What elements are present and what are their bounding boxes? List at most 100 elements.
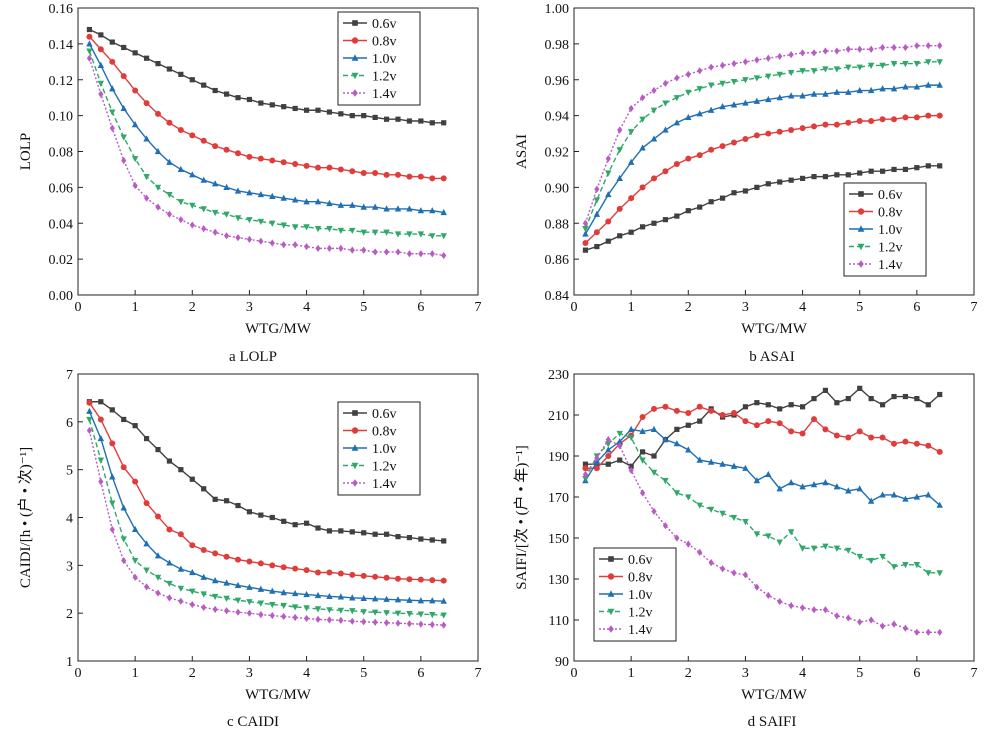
y-tick-label: 230 [548,368,569,383]
y-tick-label: 5 [66,464,73,479]
data-point [696,86,703,93]
legend-label: 0.8v [878,206,903,221]
data-point [86,40,93,47]
data-point [315,615,321,623]
data-point [292,522,298,528]
data-point [856,64,863,71]
data-point [166,119,173,126]
data-point [338,111,344,117]
legend-marker [351,72,359,80]
data-point [143,500,150,507]
data-point [212,605,218,613]
data-point [879,85,886,92]
data-point [719,565,726,573]
data-point [673,119,681,126]
data-point [833,545,841,552]
data-point [223,183,230,190]
legend-label: 1.2v [878,241,903,256]
data-point [201,225,207,233]
data-point [314,198,322,205]
series-line [88,419,444,616]
data-point [765,95,772,103]
data-point [371,595,379,602]
data-point [867,62,875,69]
data-point [292,241,298,249]
data-point [281,241,287,249]
data-point [697,67,703,75]
data-point [936,448,943,455]
data-point [673,440,681,447]
y-tick-label: 4 [66,512,73,527]
data-point [777,52,783,61]
data-point [121,556,127,565]
series-0.6v [86,399,447,544]
y-tick-label: 0.88 [545,217,570,232]
legend-marker [858,191,864,197]
data-point [719,80,726,87]
y-axis-label: CAIDI/[h • (户 • 次)⁻¹] [17,447,34,588]
data-point [937,391,943,398]
legend-item: 1.4v [599,623,653,638]
data-point [685,89,692,96]
legend-item: 1.4v [343,87,397,102]
y-tick-label: 170 [548,491,569,506]
series-1.0v [86,407,447,604]
x-tick-label: 0 [571,300,578,315]
data-point [315,569,321,576]
data-point [280,602,287,610]
data-point [627,434,635,442]
data-point [303,567,310,574]
data-point [235,502,241,509]
data-point [787,529,795,536]
data-point [86,407,93,414]
data-point [97,61,105,68]
panel-lolp: 0 1 2 3 4 5 6 7 0.00 0.02 0.04 0.06 0.08 0.10 0.12 0.14… [18,2,482,365]
series-0.8v [582,112,943,246]
data-point [925,81,932,88]
data-point [822,426,829,433]
data-point [593,197,601,204]
data-point [406,231,413,238]
data-point [417,207,425,214]
data-point [662,79,669,87]
data-point [383,531,390,537]
data-point [925,628,931,636]
data-point [605,436,611,444]
data-point [697,548,703,556]
data-point [856,86,863,94]
data-point [120,134,127,141]
data-point [269,514,275,521]
y-tick-label: 2 [66,607,73,622]
legend-item: 1.2v [599,606,653,621]
data-point [291,604,299,611]
data-point [361,530,367,536]
data-point [788,51,794,59]
legend-marker [607,590,615,597]
legend-item: 1.0v [599,588,653,603]
data-point [685,422,691,428]
data-point [799,175,806,182]
data-point [212,496,218,502]
data-point [223,595,230,602]
legend-label: 0.8v [372,35,397,50]
data-point [441,538,447,544]
data-point [925,112,932,119]
data-point [280,194,287,201]
data-point [730,462,738,469]
data-point [177,165,185,173]
data-point [372,618,378,626]
data-point [765,181,771,187]
data-point [788,177,794,183]
data-point [281,612,287,621]
data-point [879,553,886,561]
data-point [742,77,749,84]
data-point [429,612,436,619]
data-point [822,606,829,614]
data-point [143,55,150,61]
data-point [708,63,714,71]
data-point [799,92,806,99]
data-point [891,43,897,52]
data-point [200,573,207,580]
data-point [857,170,863,176]
data-point [662,478,669,485]
